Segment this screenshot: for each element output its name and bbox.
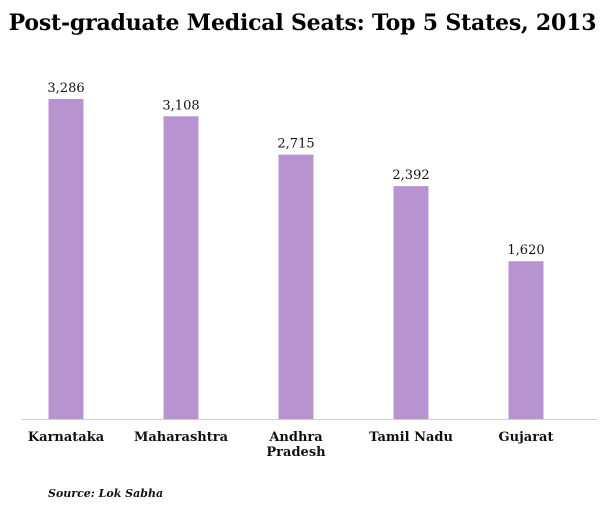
category-label: Maharashtra xyxy=(134,430,229,445)
bar xyxy=(508,261,544,419)
bar-value-label: 2,392 xyxy=(392,168,429,183)
category-label: Karnataka xyxy=(28,430,105,445)
bar xyxy=(163,116,199,420)
category-label: Gujarat xyxy=(499,430,554,445)
bar xyxy=(393,186,429,419)
bar-value-label: 2,715 xyxy=(277,137,314,152)
bar-value-label: 3,108 xyxy=(162,98,199,113)
category-label: Tamil Nadu xyxy=(369,430,453,445)
bar xyxy=(48,99,84,419)
bar-value-label: 3,286 xyxy=(47,81,84,96)
source-note: Source: Lok Sabha xyxy=(48,487,164,500)
bar-value-label: 1,620 xyxy=(507,243,544,258)
category-label: Andhra xyxy=(268,430,323,445)
category-label: Pradesh xyxy=(266,445,326,460)
chart-title: Post-graduate Medical Seats: Top 5 State… xyxy=(8,10,597,36)
bar xyxy=(278,154,314,419)
